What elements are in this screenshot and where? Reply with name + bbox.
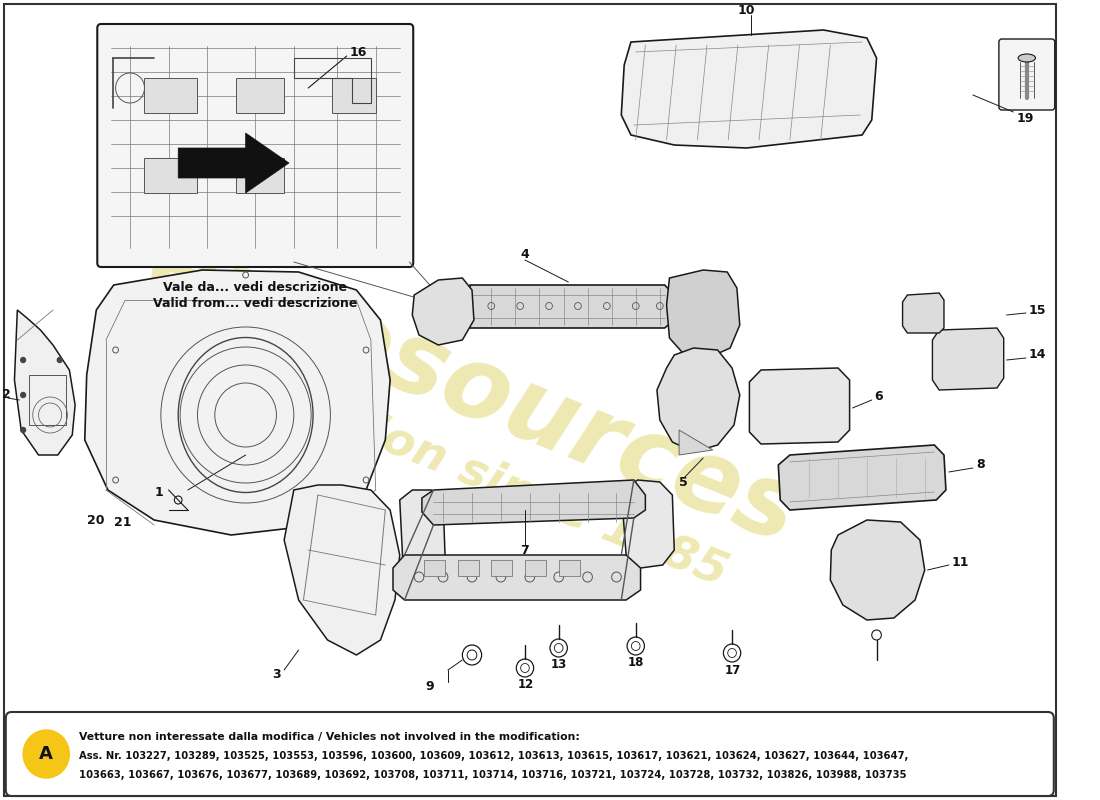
Polygon shape bbox=[621, 30, 877, 148]
Circle shape bbox=[21, 358, 25, 362]
Polygon shape bbox=[679, 430, 713, 455]
Polygon shape bbox=[399, 490, 446, 570]
Text: 3: 3 bbox=[273, 669, 282, 682]
Bar bbox=[458, 560, 478, 576]
Text: A: A bbox=[40, 745, 53, 763]
Circle shape bbox=[57, 358, 62, 362]
Text: Ass. Nr. 103227, 103289, 103525, 103553, 103596, 103600, 103609, 103612, 103613,: Ass. Nr. 103227, 103289, 103525, 103553,… bbox=[79, 751, 909, 761]
Text: 13: 13 bbox=[551, 658, 568, 671]
Bar bbox=[236, 78, 284, 113]
Bar bbox=[144, 78, 198, 113]
Text: 12: 12 bbox=[517, 678, 534, 691]
Text: eurosources: eurosources bbox=[133, 215, 812, 565]
Bar bbox=[559, 560, 580, 576]
Circle shape bbox=[21, 393, 25, 398]
Text: 18: 18 bbox=[628, 657, 645, 670]
Text: 14: 14 bbox=[1028, 349, 1046, 362]
FancyBboxPatch shape bbox=[97, 24, 414, 267]
Polygon shape bbox=[393, 555, 640, 600]
Bar bbox=[492, 560, 513, 576]
Text: 9: 9 bbox=[426, 679, 434, 693]
Text: 7: 7 bbox=[520, 543, 529, 557]
Text: 15: 15 bbox=[1028, 303, 1046, 317]
Text: 1: 1 bbox=[154, 486, 163, 499]
Bar bbox=[525, 560, 547, 576]
FancyBboxPatch shape bbox=[6, 712, 1054, 796]
Text: 19: 19 bbox=[1016, 111, 1034, 125]
Text: 16: 16 bbox=[350, 46, 367, 59]
Polygon shape bbox=[422, 480, 646, 525]
Text: 20: 20 bbox=[87, 514, 104, 526]
Text: 21: 21 bbox=[113, 517, 131, 530]
Bar bbox=[144, 158, 198, 193]
Polygon shape bbox=[657, 348, 740, 452]
Polygon shape bbox=[14, 310, 75, 455]
FancyBboxPatch shape bbox=[999, 39, 1055, 110]
Text: Vale da... vedi descrizione: Vale da... vedi descrizione bbox=[163, 281, 348, 294]
Text: 17: 17 bbox=[725, 663, 740, 677]
Ellipse shape bbox=[1019, 54, 1035, 62]
Text: 5: 5 bbox=[679, 475, 688, 489]
Polygon shape bbox=[830, 520, 925, 620]
Polygon shape bbox=[749, 368, 849, 444]
Circle shape bbox=[23, 730, 69, 778]
Text: 4: 4 bbox=[520, 247, 529, 261]
Text: Valid from... vedi descrizione: Valid from... vedi descrizione bbox=[153, 297, 358, 310]
Polygon shape bbox=[933, 328, 1003, 390]
Text: 2: 2 bbox=[2, 389, 11, 402]
Text: 10: 10 bbox=[738, 3, 756, 17]
Bar bbox=[424, 560, 446, 576]
Polygon shape bbox=[621, 480, 674, 568]
Text: 103663, 103667, 103676, 103677, 103689, 103692, 103708, 103711, 103714, 103716, : 103663, 103667, 103676, 103677, 103689, … bbox=[79, 770, 906, 780]
Text: Vetture non interessate dalla modifica / Vehicles not involved in the modificati: Vetture non interessate dalla modifica /… bbox=[79, 732, 580, 742]
Polygon shape bbox=[284, 485, 399, 655]
Polygon shape bbox=[178, 133, 289, 193]
Text: 11: 11 bbox=[952, 555, 969, 569]
Text: passion since 1985: passion since 1985 bbox=[248, 364, 735, 596]
Circle shape bbox=[21, 427, 25, 433]
Bar bbox=[236, 158, 284, 193]
Polygon shape bbox=[85, 270, 390, 535]
Polygon shape bbox=[779, 445, 946, 510]
Polygon shape bbox=[667, 270, 740, 358]
Text: 6: 6 bbox=[874, 390, 883, 403]
Polygon shape bbox=[470, 285, 674, 328]
Bar bbox=[332, 78, 376, 113]
Bar bbox=[29, 375, 66, 425]
Polygon shape bbox=[903, 293, 944, 333]
Text: 8: 8 bbox=[976, 458, 984, 471]
Polygon shape bbox=[412, 278, 474, 345]
